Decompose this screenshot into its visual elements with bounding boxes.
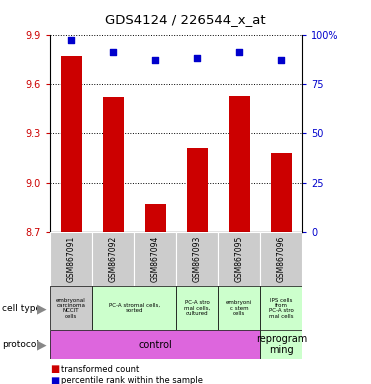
Text: GSM867091: GSM867091 <box>67 236 76 282</box>
Text: protocol: protocol <box>2 340 39 349</box>
Text: ▶: ▶ <box>37 338 46 351</box>
Text: embryonal
carcinoma
NCCIT
cells: embryonal carcinoma NCCIT cells <box>56 298 86 319</box>
Text: IPS cells
from
PC-A stro
mal cells: IPS cells from PC-A stro mal cells <box>269 298 294 319</box>
Point <box>194 55 200 61</box>
Bar <box>229 96 250 232</box>
Text: transformed count: transformed count <box>61 365 139 374</box>
Bar <box>271 153 292 232</box>
Text: GSM867094: GSM867094 <box>151 236 160 282</box>
Text: reprogram
ming: reprogram ming <box>256 334 307 356</box>
Point <box>110 49 116 55</box>
Text: control: control <box>138 339 172 350</box>
Text: ▶: ▶ <box>37 302 46 315</box>
Bar <box>50 286 92 330</box>
Point <box>68 37 74 43</box>
Bar <box>92 232 134 286</box>
Text: ■: ■ <box>50 364 59 374</box>
Text: cell type: cell type <box>2 304 41 313</box>
Text: embryoni
c stem
cells: embryoni c stem cells <box>226 300 252 316</box>
Point <box>278 57 284 63</box>
Text: percentile rank within the sample: percentile rank within the sample <box>61 376 203 384</box>
Bar <box>260 330 302 359</box>
Bar <box>260 232 302 286</box>
Text: PC-A stro
mal cells,
cultured: PC-A stro mal cells, cultured <box>184 300 210 316</box>
Bar <box>260 286 302 330</box>
Text: GDS4124 / 226544_x_at: GDS4124 / 226544_x_at <box>105 13 266 26</box>
Text: ■: ■ <box>50 376 59 384</box>
Bar <box>50 330 260 359</box>
Bar <box>218 286 260 330</box>
Bar <box>145 204 166 232</box>
Text: GSM867092: GSM867092 <box>109 236 118 282</box>
Text: GSM867096: GSM867096 <box>277 236 286 282</box>
Bar <box>50 232 92 286</box>
Text: PC-A stromal cells,
sorted: PC-A stromal cells, sorted <box>109 303 160 313</box>
Point <box>152 57 158 63</box>
Bar <box>92 286 176 330</box>
Bar <box>176 286 218 330</box>
Bar <box>187 148 208 232</box>
Bar <box>176 232 218 286</box>
Point <box>236 49 242 55</box>
Bar <box>134 232 176 286</box>
Bar <box>218 232 260 286</box>
Text: GSM867095: GSM867095 <box>235 236 244 282</box>
Text: GSM867093: GSM867093 <box>193 236 202 282</box>
Bar <box>60 56 82 232</box>
Bar <box>103 97 124 232</box>
